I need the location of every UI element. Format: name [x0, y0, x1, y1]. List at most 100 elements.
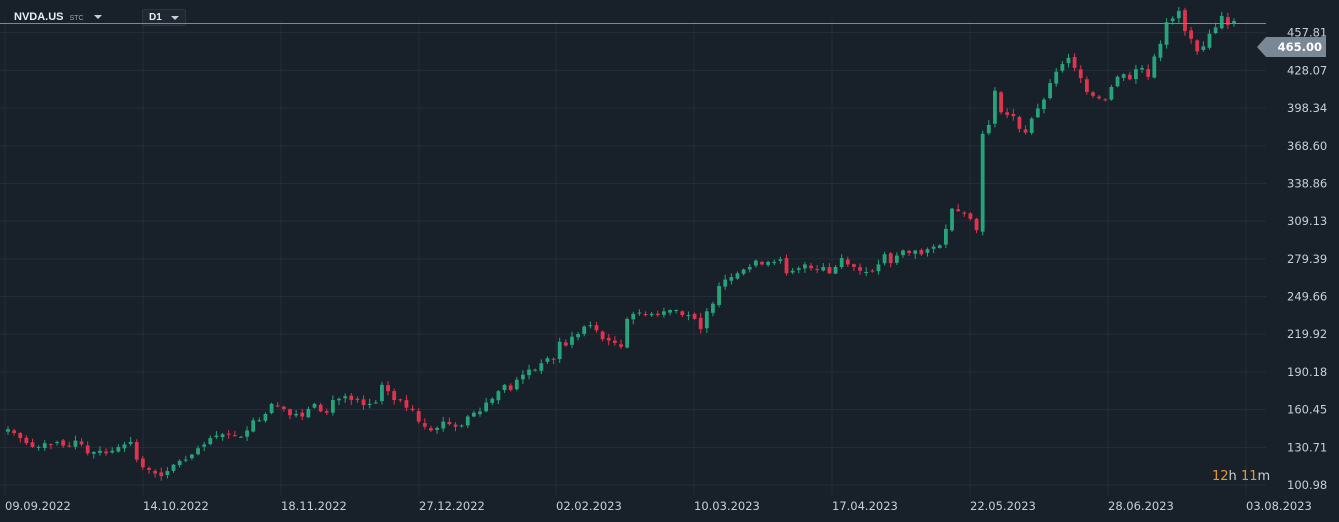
candle-down	[508, 385, 513, 390]
x-tick-label: 18.11.2022	[281, 499, 347, 513]
x-tick-label: 28.06.2023	[1108, 499, 1174, 513]
candle-up	[1134, 69, 1138, 79]
candle-down	[404, 400, 409, 408]
candle-down	[1091, 92, 1095, 96]
x-tick-label: 27.12.2022	[419, 499, 485, 513]
candle-down	[147, 467, 151, 470]
candle-up	[986, 124, 991, 134]
candle-down	[551, 358, 556, 360]
candle-up	[913, 250, 918, 254]
candle-down	[655, 313, 660, 316]
candle-down	[226, 433, 231, 435]
chart-grid	[0, 20, 1266, 495]
candle-down	[349, 395, 354, 401]
candle-up	[73, 440, 78, 447]
candle-down	[416, 411, 421, 422]
candle-up	[116, 446, 121, 452]
candle-down	[692, 313, 697, 319]
candle-up	[330, 400, 335, 413]
candle-up	[502, 384, 507, 391]
candle-up	[993, 90, 997, 124]
candle-up	[55, 441, 59, 443]
candle-down	[422, 423, 427, 427]
candle-down	[104, 451, 108, 454]
candle-up	[177, 460, 182, 466]
y-tick-label: 309.13	[1287, 214, 1327, 228]
candle-down	[324, 411, 329, 413]
countdown-hours-unit: h	[1228, 469, 1237, 484]
candle-down	[852, 264, 856, 267]
candle-up	[557, 341, 562, 360]
candle-up	[441, 421, 446, 429]
candle-up	[674, 310, 679, 312]
y-tick-label: 249.66	[1287, 290, 1327, 304]
candle-down	[392, 391, 397, 401]
candle-up	[251, 420, 256, 432]
candle-down	[281, 406, 286, 409]
candle-up	[864, 272, 869, 274]
candle-down	[398, 399, 403, 401]
candle-down	[760, 261, 764, 265]
candle-up	[435, 427, 440, 430]
y-tick-label: 457.81	[1287, 26, 1327, 40]
candle-down	[1005, 112, 1010, 115]
x-axis: 09.09.2022 14.10.2022 18.11.2022 27.12.2022…	[5, 499, 1312, 513]
last-price-tag: 465.00	[1257, 37, 1326, 57]
candle-up	[478, 411, 482, 415]
candle-up	[686, 315, 691, 317]
candle-up	[496, 391, 501, 401]
candle-up	[833, 266, 838, 274]
candle-up	[122, 444, 127, 449]
candle-down	[870, 270, 875, 272]
candle-up	[208, 438, 213, 445]
candles	[6, 6, 1236, 481]
candle-down	[355, 398, 360, 401]
candle-up	[729, 277, 734, 281]
candle-up	[582, 326, 587, 334]
candle-down	[1225, 17, 1230, 25]
candle-up	[42, 443, 47, 449]
candle-down	[410, 408, 415, 411]
candle-down	[619, 344, 623, 347]
y-tick-label: 279.39	[1287, 252, 1327, 266]
candle-up	[98, 450, 102, 453]
candle-down	[919, 250, 924, 255]
y-tick-label: 338.86	[1287, 176, 1327, 190]
candle-up	[183, 459, 188, 461]
candle-down	[999, 92, 1003, 113]
chevron-down-icon	[93, 15, 102, 19]
symbol-label: NVDA.US	[14, 11, 64, 23]
symbol-selector[interactable]: NVDA.US STC	[14, 8, 102, 26]
y-tick-label: 100.98	[1287, 478, 1327, 492]
candle-up	[625, 318, 630, 348]
candle-up	[202, 444, 207, 447]
candle-down	[85, 445, 90, 454]
candle-up	[1158, 43, 1163, 58]
candle-down	[612, 340, 617, 343]
candle-up	[1164, 22, 1169, 45]
candle-up	[239, 436, 243, 438]
candle-down	[1097, 96, 1102, 99]
candle-up	[1115, 76, 1120, 87]
timeframe-selector[interactable]: D1	[142, 9, 186, 26]
candle-up	[128, 441, 133, 444]
candle-down	[153, 470, 158, 474]
candle-down	[968, 213, 973, 219]
candle-up	[1029, 118, 1034, 133]
candle-up	[1152, 56, 1157, 78]
candle-up	[1201, 46, 1206, 50]
candle-up	[802, 264, 807, 269]
y-tick-label: 219.92	[1287, 327, 1327, 341]
candle-down	[643, 313, 648, 316]
candle-up	[196, 448, 200, 455]
candle-up	[171, 464, 176, 471]
candle-up	[545, 358, 550, 362]
candle-down	[79, 441, 84, 445]
candle-up	[6, 429, 10, 432]
x-tick-label: 14.10.2022	[143, 499, 209, 513]
x-tick-label: 10.03.2023	[694, 499, 760, 513]
candle-down	[429, 428, 433, 431]
candle-down	[1183, 10, 1187, 32]
candle-down	[67, 445, 72, 447]
